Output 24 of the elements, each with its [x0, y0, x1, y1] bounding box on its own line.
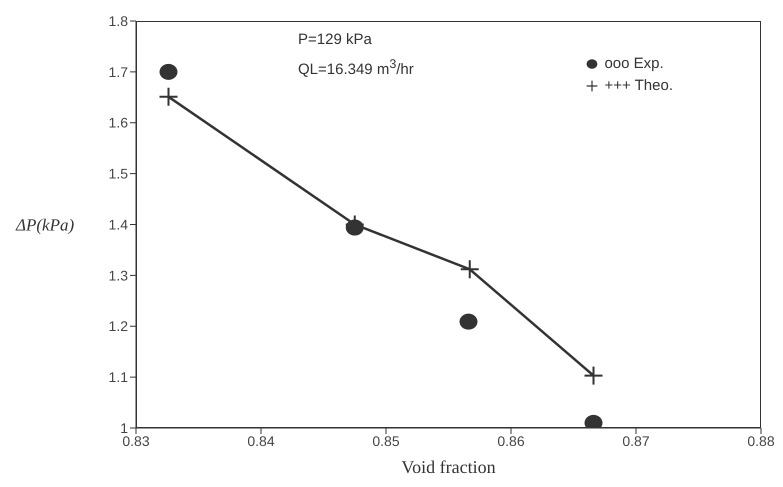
y-tick-label: 1.5 — [108, 166, 128, 182]
x-tick-label: 0.88 — [747, 432, 775, 449]
annotation: P=129 kPa — [298, 30, 373, 50]
y-tick-label: 1.2 — [108, 318, 128, 334]
point — [158, 86, 178, 107]
point — [160, 64, 178, 80]
legend-label: +++ Theo. — [604, 77, 673, 94]
point — [460, 259, 480, 280]
y-tick-label: 1.7 — [108, 64, 128, 80]
legend-label: ooo Exp. — [604, 55, 664, 72]
y-tick-label: 1.6 — [108, 114, 128, 131]
annotation: QL=16.349 m$^{3}$/hr — [298, 56, 414, 80]
x-tick-label: 0.87 — [622, 432, 650, 449]
x-axis-title: Void fraction — [401, 457, 496, 477]
x-tick-label: 0.85 — [372, 432, 400, 449]
x-tick-label: 0.86 — [497, 432, 525, 449]
y-tick-label: 1.4 — [108, 216, 128, 232]
x-tick-label: 0.84 — [247, 432, 275, 449]
point — [584, 366, 604, 386]
y-tick-label: 1.1 — [108, 369, 128, 386]
y-axis-title: ΔP(kPa) — [15, 216, 74, 235]
y-tick-label: 1.3 — [108, 267, 128, 284]
point — [460, 314, 478, 330]
y-tick-label: 1.8 — [108, 12, 128, 29]
